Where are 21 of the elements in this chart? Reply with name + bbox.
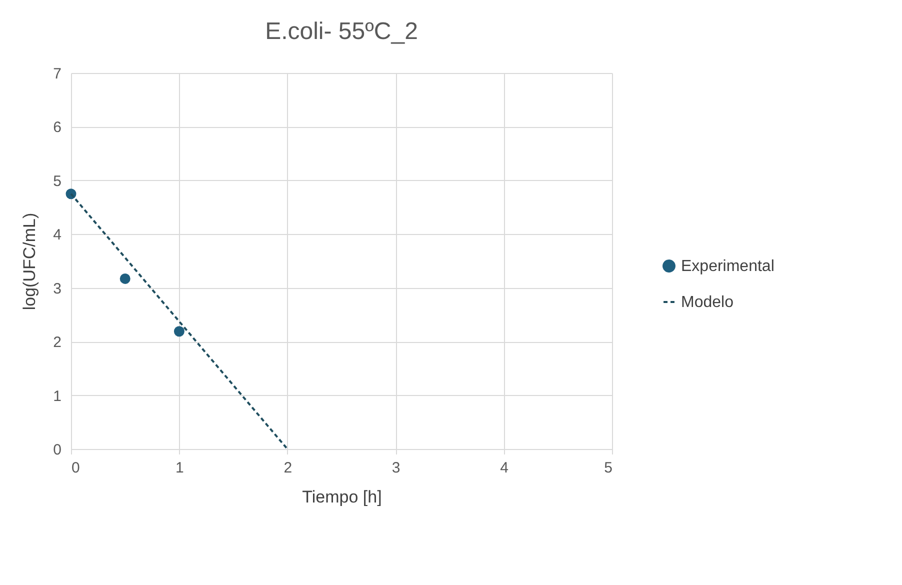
x-axis-title: Tiempo [h] xyxy=(302,488,382,506)
y-tick-label: 2 xyxy=(53,334,62,352)
y-tick-label: 1 xyxy=(53,388,62,405)
point xyxy=(120,273,130,284)
y-tick-label: 5 xyxy=(53,172,62,190)
x-tick-label: 4 xyxy=(500,460,508,476)
y-tick-label: 3 xyxy=(53,280,62,298)
x-tick-label: 5 xyxy=(604,460,612,476)
y-tick-label: 7 xyxy=(53,66,62,82)
x-tick-label: 3 xyxy=(392,460,400,476)
y-tick-label: 6 xyxy=(53,119,62,136)
x-tick-label: 0 xyxy=(72,460,80,476)
legend-label: Modelo xyxy=(681,294,734,311)
legend-label: Experimental xyxy=(681,258,774,275)
y-tick-label: 0 xyxy=(53,442,62,458)
chart-title: E.coli- 55ºC_2 xyxy=(265,18,418,45)
y-axis-title: log(UFC/mL) xyxy=(20,212,40,310)
x-tick-label: 1 xyxy=(176,460,184,476)
point xyxy=(174,326,184,337)
y-tick-label: 4 xyxy=(53,226,62,244)
x-tick-label: 2 xyxy=(284,460,292,476)
